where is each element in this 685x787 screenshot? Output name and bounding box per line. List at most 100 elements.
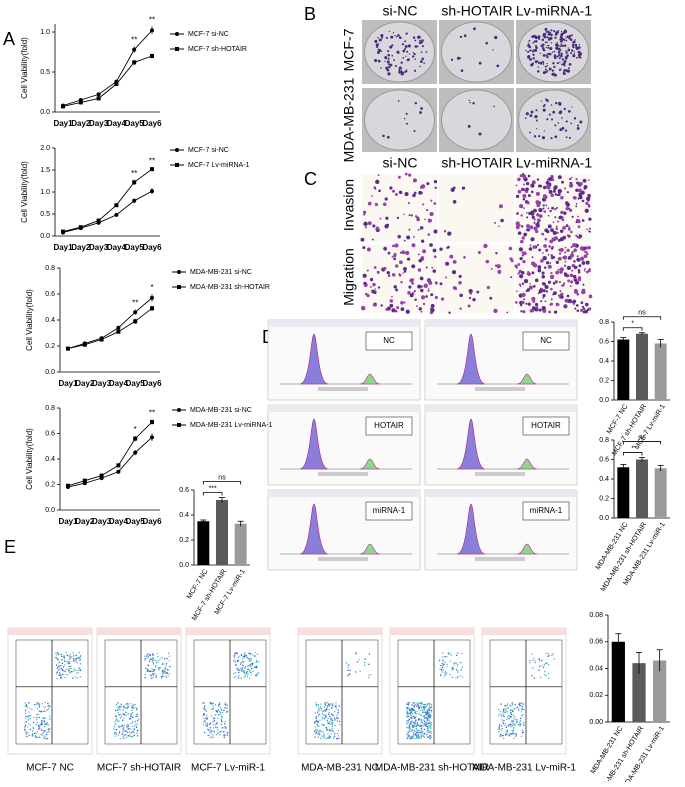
event <box>316 730 318 733</box>
cell <box>582 307 586 311</box>
event <box>329 703 332 705</box>
cell <box>579 181 583 186</box>
cell <box>521 271 525 275</box>
cell <box>391 255 394 258</box>
cell <box>547 253 550 256</box>
event <box>119 713 122 716</box>
colony <box>547 38 551 41</box>
cell <box>412 178 417 183</box>
event <box>409 736 411 738</box>
colony <box>492 49 494 51</box>
cell <box>386 306 391 311</box>
event <box>415 713 417 715</box>
cell <box>402 272 404 274</box>
cycle-label: HOTAIR <box>531 421 561 430</box>
cell <box>398 190 403 195</box>
event <box>122 737 124 740</box>
event <box>74 676 76 678</box>
event <box>411 724 413 726</box>
colony <box>404 117 406 120</box>
event <box>514 722 516 725</box>
event <box>62 666 65 668</box>
bracket <box>622 327 643 331</box>
event <box>330 713 332 715</box>
point <box>150 306 154 311</box>
event <box>405 733 408 735</box>
event <box>429 722 431 725</box>
event <box>522 721 525 724</box>
event <box>59 668 61 670</box>
event <box>24 728 26 731</box>
cell <box>408 214 411 217</box>
cell <box>554 193 558 196</box>
cell <box>521 236 525 240</box>
event <box>503 715 505 717</box>
warning-bar <box>482 628 566 635</box>
event <box>541 659 543 662</box>
event <box>233 660 235 663</box>
event <box>453 662 456 665</box>
event <box>411 729 414 731</box>
colony <box>546 55 549 59</box>
colony <box>386 135 390 139</box>
event <box>73 659 76 662</box>
event <box>428 711 430 714</box>
event <box>430 711 433 713</box>
bracket <box>622 316 662 320</box>
x-tick-label: Day6 <box>142 243 162 252</box>
event <box>416 702 418 704</box>
cell <box>493 221 497 224</box>
event <box>327 733 329 735</box>
event <box>522 731 525 733</box>
event <box>313 722 316 724</box>
y-tick-label: 0.2 <box>45 481 55 488</box>
colony <box>558 57 561 60</box>
event <box>545 652 547 655</box>
event <box>553 658 555 660</box>
event <box>421 703 423 705</box>
event <box>420 737 423 739</box>
y-tick-label: 0.0 <box>40 109 50 116</box>
colony <box>547 70 549 72</box>
event <box>331 723 334 725</box>
event <box>329 723 331 726</box>
event <box>412 737 414 739</box>
cell <box>515 194 520 198</box>
event <box>321 716 324 718</box>
event <box>330 707 333 709</box>
event <box>508 715 510 717</box>
cell <box>531 215 535 219</box>
colony <box>421 57 425 61</box>
cell <box>477 251 481 255</box>
event <box>368 676 370 679</box>
event <box>204 709 206 711</box>
event <box>324 704 327 707</box>
event <box>136 735 139 737</box>
event <box>252 662 254 664</box>
series-line <box>67 307 153 350</box>
event <box>323 734 325 737</box>
colony <box>377 48 380 51</box>
cell <box>419 276 424 281</box>
event <box>250 665 252 668</box>
event <box>358 658 360 661</box>
event <box>510 712 512 714</box>
cell <box>522 174 527 179</box>
colony <box>384 60 386 62</box>
event <box>455 662 457 664</box>
event <box>511 730 513 732</box>
cell <box>518 269 522 274</box>
cell <box>408 285 412 289</box>
event <box>155 666 157 668</box>
event <box>547 672 550 675</box>
point <box>150 420 154 425</box>
cell <box>585 260 590 265</box>
event <box>315 701 317 704</box>
cell <box>549 209 552 213</box>
event <box>234 671 237 674</box>
event <box>521 713 524 716</box>
event <box>47 702 49 704</box>
colony <box>538 37 541 40</box>
event <box>55 654 57 656</box>
event <box>61 662 64 665</box>
